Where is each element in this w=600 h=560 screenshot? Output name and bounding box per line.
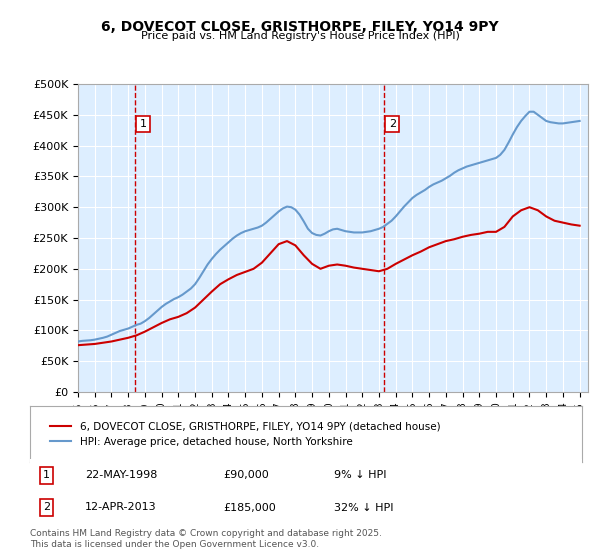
Text: 22-MAY-1998: 22-MAY-1998 [85,470,158,480]
Text: 12-APR-2013: 12-APR-2013 [85,502,157,512]
Text: Contains HM Land Registry data © Crown copyright and database right 2025.
This d: Contains HM Land Registry data © Crown c… [30,529,382,549]
Text: Price paid vs. HM Land Registry's House Price Index (HPI): Price paid vs. HM Land Registry's House … [140,31,460,41]
Text: £185,000: £185,000 [223,502,276,512]
Text: 2: 2 [389,119,396,129]
Text: 1: 1 [140,119,147,129]
Text: 6, DOVECOT CLOSE, GRISTHORPE, FILEY, YO14 9PY: 6, DOVECOT CLOSE, GRISTHORPE, FILEY, YO1… [101,20,499,34]
Text: 32% ↓ HPI: 32% ↓ HPI [334,502,393,512]
Text: 2: 2 [43,502,50,512]
Legend: 6, DOVECOT CLOSE, GRISTHORPE, FILEY, YO14 9PY (detached house), HPI: Average pri: 6, DOVECOT CLOSE, GRISTHORPE, FILEY, YO1… [46,417,445,451]
Text: 9% ↓ HPI: 9% ↓ HPI [334,470,386,480]
Text: £90,000: £90,000 [223,470,269,480]
Text: 1: 1 [43,470,50,480]
